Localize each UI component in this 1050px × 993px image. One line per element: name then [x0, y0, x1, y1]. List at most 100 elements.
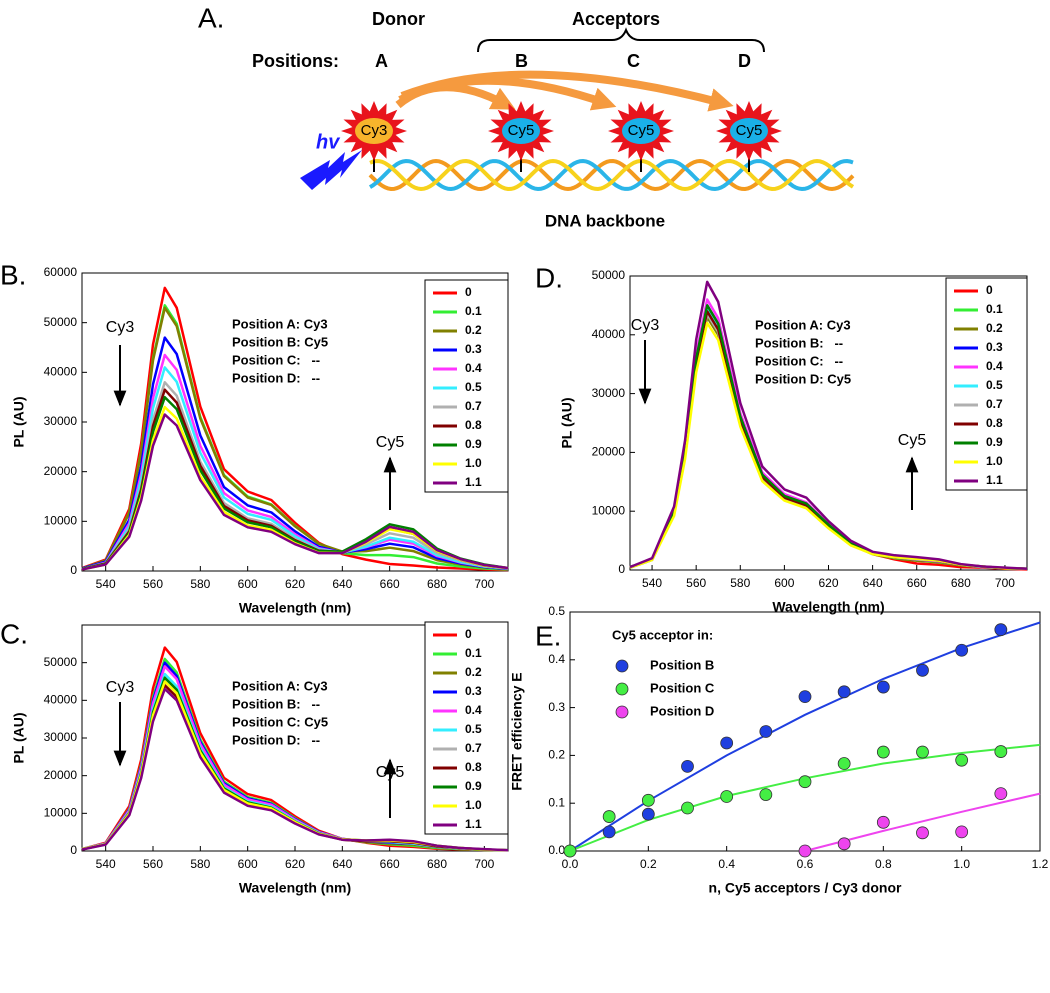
legend-label: 0.4: [465, 703, 482, 717]
x-tick-label: 560: [143, 857, 163, 871]
legend-label: 0: [465, 285, 472, 299]
x-tick-label: 620: [285, 857, 305, 871]
y-tick-label: 0: [70, 563, 77, 577]
fit-line: [569, 743, 1041, 852]
legend-marker: [615, 659, 629, 673]
y-axis-label: FRET efficiency E: [509, 672, 525, 790]
legend-label: 0.9: [465, 437, 482, 451]
donor-annotation: Cy3: [106, 679, 135, 696]
y-tick-label: 10000: [44, 806, 78, 820]
y-tick-label: 10000: [592, 503, 626, 517]
data-point: [720, 736, 734, 750]
x-tick-label: 0.8: [875, 857, 892, 871]
y-axis-label: PL (AU): [11, 396, 27, 447]
x-axis-label: Wavelength (nm): [772, 599, 884, 615]
y-tick-label: 50000: [44, 655, 78, 669]
data-point: [759, 788, 773, 801]
legend-label: 0.8: [465, 418, 482, 432]
x-tick-label: 700: [474, 577, 494, 591]
panel-label: E.: [535, 620, 561, 651]
donor-title: Donor: [372, 9, 425, 29]
legend-label: 0.8: [986, 416, 1003, 430]
x-tick-label: 600: [238, 577, 258, 591]
legend-label: 0: [465, 627, 472, 641]
legend-label: Position B: [650, 657, 714, 672]
data-point: [837, 685, 851, 699]
x-tick-label: 560: [143, 577, 163, 591]
y-tick-label: 0.0: [548, 843, 565, 857]
data-point: [955, 825, 969, 839]
position-text: Position A: Cy3: [232, 678, 328, 693]
x-tick-label: 660: [907, 576, 927, 590]
position-text: Position D: Cy5: [755, 371, 851, 386]
x-tick-label: 1.2: [1032, 857, 1049, 871]
dye-label: Cy3: [361, 122, 388, 139]
x-tick-label: 640: [332, 577, 352, 591]
legend-title: Cy5 acceptor in:: [612, 627, 713, 642]
data-point: [837, 837, 851, 851]
legend-label: Position C: [650, 680, 715, 695]
y-tick-label: 40000: [44, 365, 78, 379]
position-text: Position A: Cy3: [232, 316, 328, 331]
x-tick-label: 560: [686, 576, 706, 590]
y-tick-label: 0: [70, 843, 77, 857]
y-tick-label: 0.4: [548, 652, 565, 666]
data-point: [602, 810, 616, 823]
brace: [477, 27, 765, 53]
dye-core: [502, 118, 540, 144]
y-tick-label: 50000: [592, 268, 626, 282]
x-tick-label: 0.0: [562, 857, 579, 871]
data-point: [916, 826, 929, 840]
data-point: [681, 759, 694, 773]
donor-annotation: Cy3: [106, 319, 135, 336]
x-tick-label: 660: [380, 857, 400, 871]
panel-label: B.: [0, 259, 26, 290]
legend-box: [424, 621, 509, 835]
legend-label: 0.7: [465, 399, 482, 413]
dyes: [341, 101, 782, 172]
data-point: [916, 663, 929, 677]
legend-label: 0.1: [986, 302, 1003, 316]
position: C: [627, 51, 640, 71]
data-point: [563, 844, 577, 858]
data-point: [916, 745, 929, 759]
legend-label: 0.5: [465, 722, 482, 736]
acceptors-title: Acceptors: [572, 9, 660, 29]
x-tick-label: 540: [96, 857, 116, 871]
spectrum-line: [81, 413, 509, 571]
legend-label: 0.4: [986, 359, 1003, 373]
panel-label: D.: [535, 262, 563, 293]
diagram: A. Donor Acceptors Positions: A B C D Cy…: [198, 2, 855, 230]
legend-label: 1.0: [465, 456, 482, 470]
y-tick-label: 30000: [592, 386, 626, 400]
legend-label: 0.2: [465, 323, 482, 337]
position: A: [375, 51, 388, 71]
dye-label: Cy5: [508, 122, 535, 139]
legend-box: [424, 279, 509, 493]
x-tick-label: 0.6: [797, 857, 814, 871]
legend-label: 1.0: [986, 454, 1003, 468]
legend-label: 0.9: [465, 779, 482, 793]
x-tick-label: 680: [427, 857, 447, 871]
position: B: [515, 51, 528, 71]
legend-marker: [615, 705, 629, 719]
data-point: [641, 807, 655, 821]
legend-label: 0.3: [986, 340, 1003, 354]
y-tick-label: 0: [618, 562, 625, 576]
position-text: Position D: --: [232, 370, 320, 385]
legend-label: Position D: [650, 703, 714, 718]
spectrum-line: [81, 306, 509, 571]
y-tick-label: 20000: [44, 768, 78, 782]
x-tick-label: 700: [995, 576, 1015, 590]
light-bolt: [300, 150, 362, 190]
position-text: Position D: --: [232, 732, 320, 747]
position-text: Position C: --: [232, 352, 320, 367]
data-point: [994, 745, 1008, 758]
positions-label: Positions:: [252, 51, 339, 71]
legend-label: 0: [986, 283, 993, 297]
plot-frame: [569, 611, 1041, 852]
x-tick-label: 700: [474, 857, 494, 871]
position-text: Position B: --: [755, 335, 843, 350]
y-axis-label: PL (AU): [11, 712, 27, 763]
dye-label: Cy5: [628, 122, 655, 139]
